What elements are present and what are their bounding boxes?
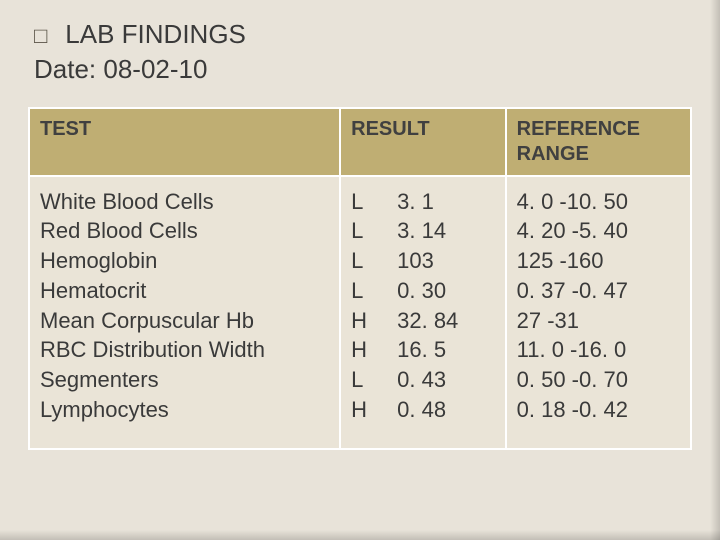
result-line: L3. 14 — [351, 216, 495, 246]
cell-test-names: White Blood Cells Red Blood Cells Hemogl… — [29, 176, 340, 450]
test-name: White Blood Cells — [40, 187, 329, 217]
result-value: 32. 84 — [397, 306, 458, 336]
slide-title: LAB FINDINGS — [65, 18, 246, 52]
test-name: Red Blood Cells — [40, 216, 329, 246]
ref-range: 11. 0 -16. 0 — [517, 335, 680, 365]
result-line: L0. 43 — [351, 365, 495, 395]
result-line: L0. 30 — [351, 276, 495, 306]
test-name: Lymphocytes — [40, 395, 329, 425]
lab-findings-table: TEST RESULT REFERENCE RANGE White Blood … — [28, 107, 692, 451]
result-flag: L — [351, 216, 397, 246]
test-name: Hematocrit — [40, 276, 329, 306]
cell-reference-ranges: 4. 0 -10. 50 4. 20 -5. 40 125 -160 0. 37… — [506, 176, 691, 450]
ref-range: 0. 50 -0. 70 — [517, 365, 680, 395]
test-name: Segmenters — [40, 365, 329, 395]
col-header-result: RESULT — [340, 108, 506, 176]
test-name: Mean Corpuscular Hb — [40, 306, 329, 336]
ref-range: 0. 37 -0. 47 — [517, 276, 680, 306]
result-value: 3. 14 — [397, 216, 446, 246]
table-row: White Blood Cells Red Blood Cells Hemogl… — [29, 176, 691, 450]
result-line: H 0. 48 — [351, 395, 495, 425]
result-value: 0. 30 — [397, 276, 446, 306]
result-line: H 16. 5 — [351, 335, 495, 365]
slide-shadow-bottom — [0, 530, 720, 540]
result-value: 0. 43 — [397, 365, 446, 395]
col-header-ref: REFERENCE RANGE — [506, 108, 691, 176]
result-flag: L — [351, 187, 397, 217]
ref-range: 125 -160 — [517, 246, 680, 276]
result-flag: L — [351, 246, 397, 276]
result-flag: H — [351, 306, 397, 336]
slide-header: □ LAB FINDINGS Date: 08-02-10 — [34, 18, 692, 85]
result-flag: L — [351, 365, 397, 395]
ref-range: 4. 20 -5. 40 — [517, 216, 680, 246]
result-flag: L — [351, 276, 397, 306]
test-name: Hemoglobin — [40, 246, 329, 276]
date-line: Date: 08-02-10 — [34, 54, 692, 85]
result-line: L3. 1 — [351, 187, 495, 217]
ref-range: 0. 18 -0. 42 — [517, 395, 680, 425]
result-value: 103 — [397, 246, 434, 276]
result-line: L103 — [351, 246, 495, 276]
bullet-icon: □ — [34, 22, 47, 51]
slide-shadow-right — [710, 0, 720, 540]
ref-range: 4. 0 -10. 50 — [517, 187, 680, 217]
result-flag: H — [351, 395, 397, 425]
result-value: 3. 1 — [397, 187, 434, 217]
cell-results: L3. 1 L3. 14 L103 L0. 30 H 32. 84 H 16. … — [340, 176, 506, 450]
result-flag: H — [351, 335, 397, 365]
ref-range: 27 -31 — [517, 306, 680, 336]
result-value: 16. 5 — [397, 335, 446, 365]
test-name: RBC Distribution Width — [40, 335, 329, 365]
slide-container: □ LAB FINDINGS Date: 08-02-10 TEST RESUL… — [0, 0, 720, 478]
table-header-row: TEST RESULT REFERENCE RANGE — [29, 108, 691, 176]
col-header-test: TEST — [29, 108, 340, 176]
result-value: 0. 48 — [397, 395, 446, 425]
title-row: □ LAB FINDINGS — [34, 18, 692, 52]
result-line: H 32. 84 — [351, 306, 495, 336]
